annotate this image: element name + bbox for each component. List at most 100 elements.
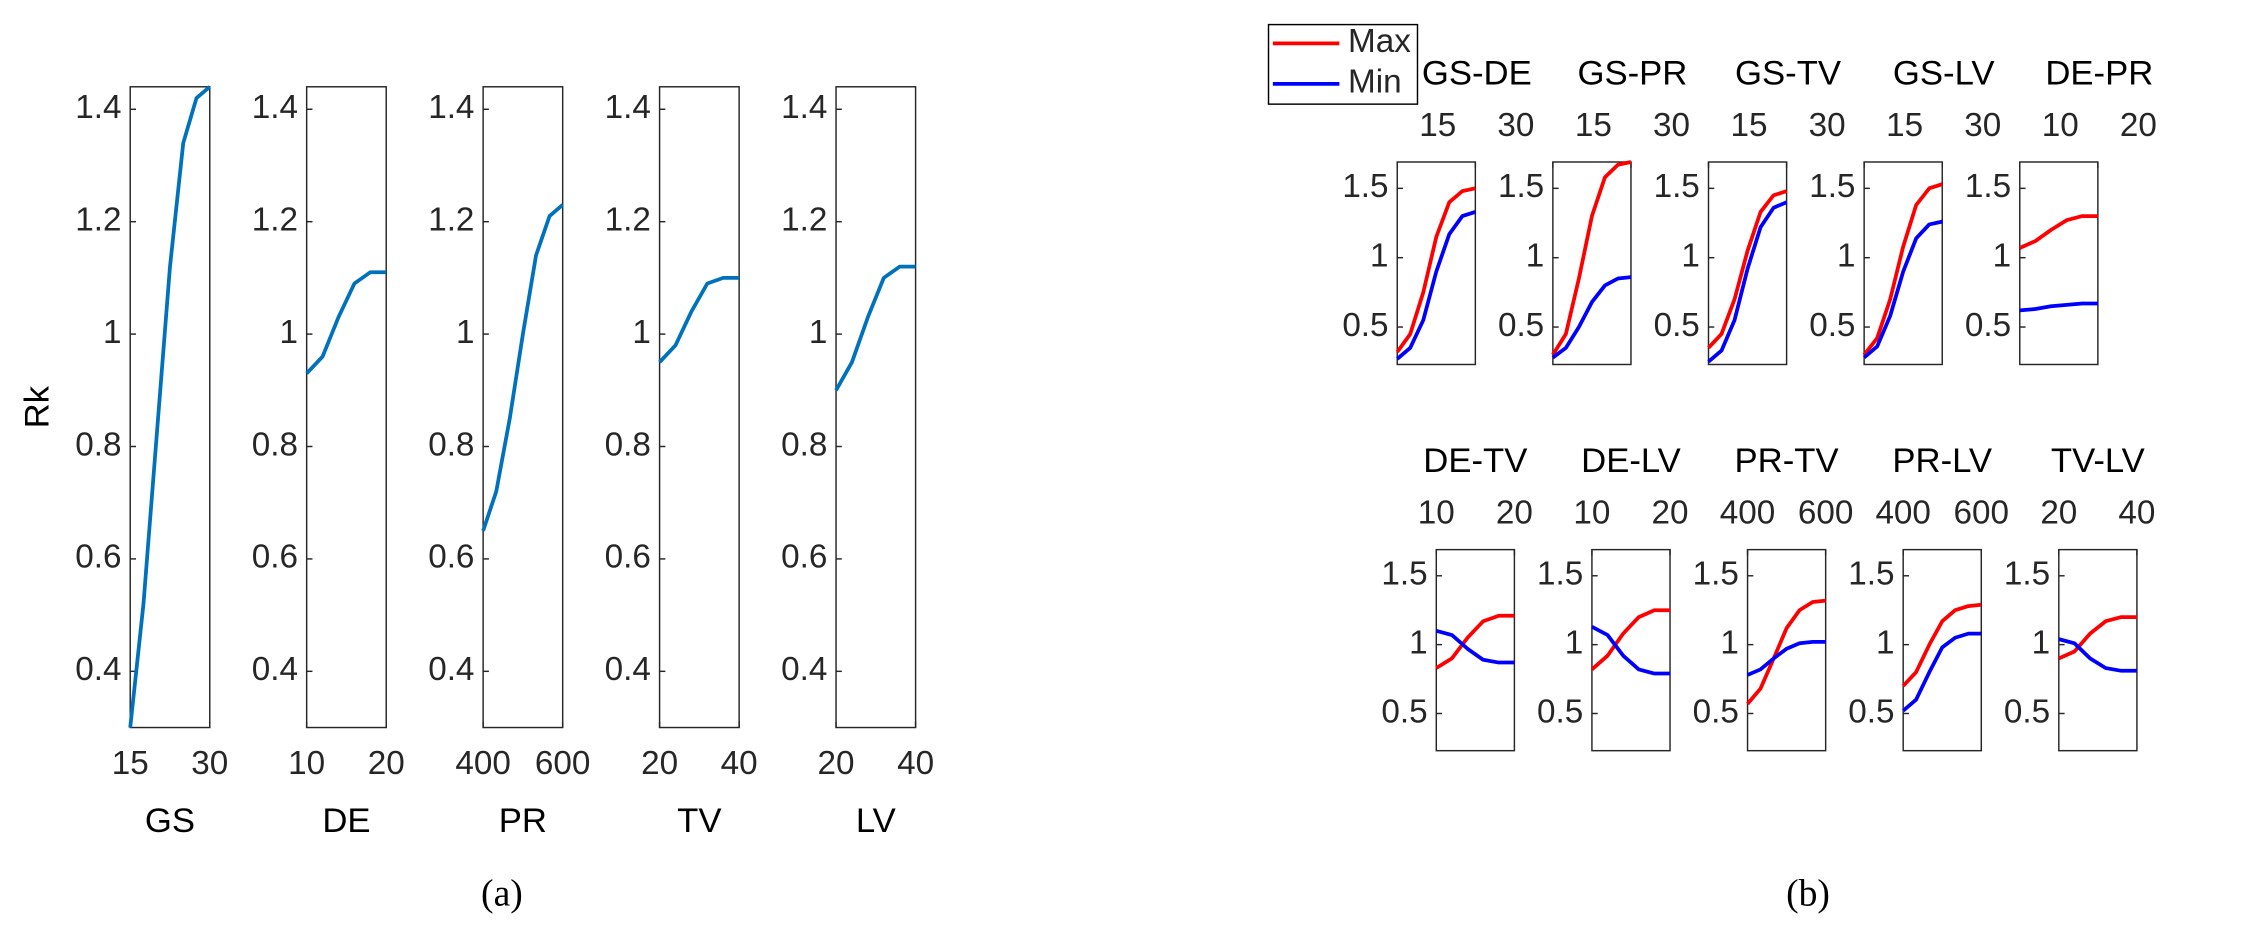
axes-box — [1435, 548, 1516, 752]
data-line — [1435, 629, 1515, 665]
y-tick-label: 1 — [1370, 237, 1389, 274]
y-axis-label: Rk — [18, 385, 56, 428]
y-tick-label: 1 — [1681, 237, 1700, 274]
y-tick-label: 1.4 — [605, 89, 651, 126]
y-tick-label: 0.4 — [252, 651, 298, 688]
data-line — [128, 85, 211, 728]
y-tick-label: 0.6 — [75, 539, 121, 576]
data-line — [2058, 637, 2137, 673]
data-line — [2019, 301, 2098, 313]
data-line — [1901, 631, 1982, 713]
y-tick-label: 0.6 — [605, 539, 651, 576]
x-tick-label: 20 — [2120, 107, 2157, 144]
y-tick-label: 1 — [456, 314, 475, 351]
panel-label: (a) — [481, 872, 523, 914]
x-tick-label: 30 — [1964, 107, 2001, 144]
y-tick-label: 1.2 — [605, 201, 651, 238]
y-tick-label: 1.5 — [1498, 168, 1544, 205]
y-tick-label: 0.5 — [2004, 693, 2050, 730]
y-tick-label: 1.2 — [781, 201, 827, 238]
data-line — [1862, 219, 1943, 359]
x-tick-label: 30 — [1809, 107, 1846, 144]
y-tick-label: 1 — [1720, 624, 1739, 661]
y-tick-label: 0.4 — [781, 651, 827, 688]
x-tick-label: 400 — [1875, 495, 1930, 532]
y-tick-label: 1 — [1993, 237, 2012, 274]
y-tick-label: 0.6 — [252, 539, 298, 576]
y-tick-label: 1 — [1409, 624, 1428, 661]
x-axis-label: GS — [145, 802, 195, 840]
y-tick-label: 1 — [279, 314, 297, 351]
data-line — [1746, 640, 1826, 677]
y-tick-label: 0.8 — [428, 426, 474, 463]
data-line — [1707, 189, 1788, 350]
y-tick-label: 0.6 — [781, 539, 827, 576]
x-tick-label: 20 — [818, 745, 855, 782]
x-axis-label: TV — [677, 802, 721, 840]
legend-label: Min — [1348, 64, 1402, 101]
data-line — [834, 264, 916, 392]
y-tick-label: 1 — [103, 314, 122, 351]
y-tick-label: 1.2 — [75, 201, 121, 238]
y-tick-label: 0.5 — [1809, 307, 1855, 344]
data-line — [1862, 182, 1943, 356]
x-tick-label: 20 — [368, 745, 405, 782]
x-tick-label: 20 — [2040, 495, 2077, 532]
axes-box — [482, 86, 564, 729]
y-tick-label: 0.8 — [75, 426, 121, 463]
x-tick-label: 10 — [1573, 495, 1610, 532]
y-tick-label: 1.5 — [1693, 556, 1739, 593]
subplot-title: PR-TV — [1735, 442, 1839, 480]
data-line — [1590, 608, 1671, 671]
data-line — [1591, 625, 1671, 676]
axes-box — [2058, 548, 2138, 752]
y-tick-label: 1.4 — [781, 89, 827, 126]
y-tick-label: 0.4 — [428, 651, 474, 688]
data-line — [1707, 200, 1788, 364]
data-line — [2058, 615, 2137, 661]
x-tick-label: 400 — [1720, 495, 1775, 532]
axes-box — [835, 86, 917, 729]
subplot-title: PR-LV — [1892, 442, 1992, 480]
subplot-title: DE-PR — [2045, 54, 2153, 92]
y-tick-label: 1.5 — [2004, 556, 2050, 593]
data-line — [1551, 160, 1632, 356]
x-tick-label: 600 — [535, 745, 590, 782]
y-tick-label: 0.5 — [1342, 307, 1388, 344]
x-tick-label: 20 — [641, 745, 678, 782]
y-tick-label: 1.5 — [1381, 556, 1427, 593]
subplot-title: DE-LV — [1581, 442, 1681, 480]
y-tick-label: 0.4 — [605, 651, 651, 688]
y-tick-label: 0.5 — [1693, 693, 1739, 730]
data-line — [305, 270, 387, 375]
y-tick-label: 0.5 — [1381, 693, 1427, 730]
data-line — [1396, 210, 1476, 361]
data-line — [1551, 275, 1632, 360]
x-tick-label: 30 — [1497, 107, 1534, 144]
y-tick-label: 1 — [2032, 624, 2051, 661]
panel-label: (b) — [1786, 872, 1830, 914]
data-line — [1901, 602, 1982, 688]
subplot-title: GS-DE — [1422, 54, 1532, 92]
y-tick-label: 1 — [1565, 624, 1584, 661]
y-tick-label: 1.5 — [1965, 168, 2011, 205]
y-tick-label: 1 — [632, 314, 651, 351]
x-tick-label: 15 — [1575, 107, 1612, 144]
y-tick-label: 1 — [1526, 237, 1545, 274]
subplot-title: GS-TV — [1735, 54, 1841, 92]
x-axis-label: LV — [856, 802, 896, 840]
y-tick-label: 1.4 — [75, 89, 121, 126]
y-tick-label: 0.8 — [605, 426, 651, 463]
x-tick-label: 40 — [897, 745, 934, 782]
x-tick-label: 30 — [191, 745, 228, 782]
y-tick-label: 1.5 — [1342, 168, 1388, 205]
x-tick-label: 15 — [1419, 107, 1456, 144]
y-tick-label: 1 — [1876, 624, 1895, 661]
data-line — [2019, 214, 2098, 250]
x-tick-label: 10 — [1418, 495, 1455, 532]
y-tick-label: 1.5 — [1537, 556, 1583, 593]
legend-box — [1267, 23, 1419, 105]
data-line — [1395, 186, 1476, 354]
axes-box — [2019, 161, 2099, 366]
data-line — [481, 203, 564, 532]
